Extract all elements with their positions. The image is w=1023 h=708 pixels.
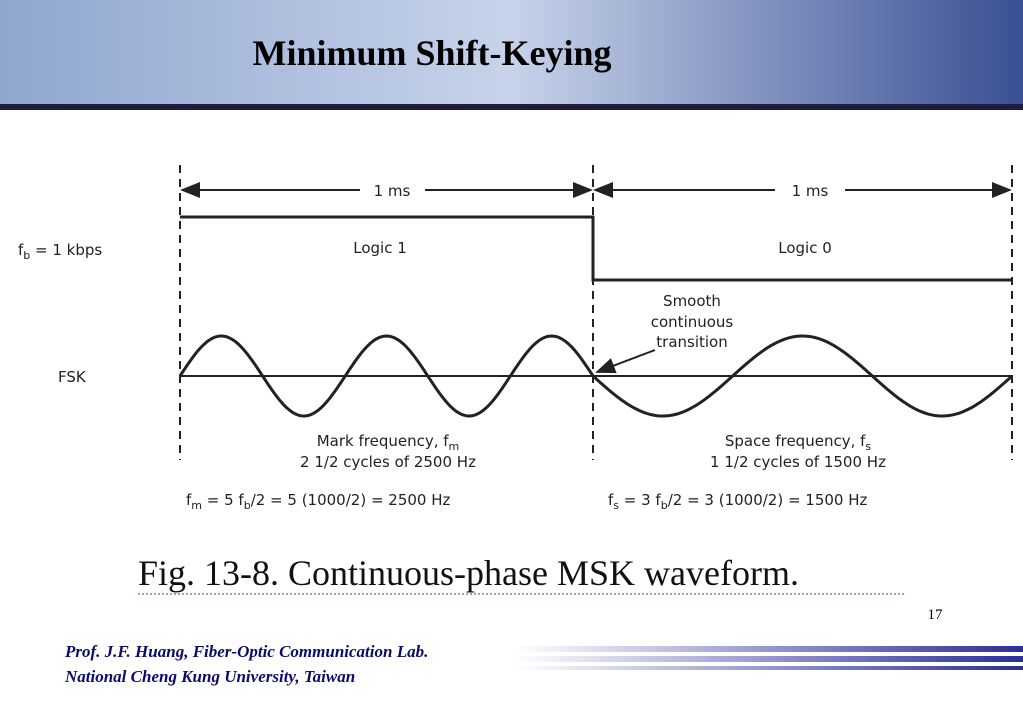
subscript: s: [613, 499, 619, 512]
mark-note: Mark frequency, fm: [317, 432, 460, 453]
space-note: 1 1/2 cycles of 1500 Hz: [710, 453, 886, 471]
logic-label: Logic 1: [353, 239, 407, 257]
text-segment: f: [608, 491, 614, 509]
logic-signal: [180, 215, 1012, 282]
signal-label: FSK: [58, 368, 87, 386]
page-number: 17: [928, 607, 944, 623]
footer-bar: [515, 666, 1023, 670]
transition-note: continuous: [651, 313, 734, 331]
footer-line: Prof. J.F. Huang, Fiber-Optic Communicat…: [64, 642, 428, 661]
header-rule: [0, 104, 1023, 110]
text-segment: f: [186, 491, 192, 509]
subscript: b: [244, 499, 251, 512]
duration-label: 1 ms: [792, 182, 829, 200]
text-segment: 1 1/2 cycles of 1500 Hz: [710, 453, 886, 471]
footer-line: National Cheng Kung University, Taiwan: [64, 667, 355, 686]
footer-bar: [515, 656, 1023, 662]
fsk-waveform: [178, 334, 1013, 418]
mark-formula: fm = 5 fb/2 = 5 (1000/2) = 2500 Hz: [186, 491, 451, 512]
text-segment: Space frequency, f: [725, 432, 866, 450]
space-note: Space frequency, fs: [725, 432, 872, 453]
subscript: b: [23, 249, 30, 262]
text-segment: = 3 f: [619, 491, 661, 509]
text-segment: f: [18, 241, 24, 259]
text-segment: 2 1/2 cycles of 2500 Hz: [300, 453, 476, 471]
subscript: s: [865, 440, 871, 453]
text-segment: /2 = 3 (1000/2) = 1500 Hz: [668, 491, 868, 509]
subscript: m: [191, 499, 202, 512]
subscript: m: [449, 440, 460, 453]
bit-rate-label: fb = 1 kbps: [18, 241, 102, 262]
transition-note: transition: [656, 333, 727, 351]
transition-note: Smooth: [663, 292, 721, 310]
logic-label: Logic 0: [778, 239, 832, 257]
figure-caption: Fig. 13-8. Continuous-phase MSK waveform…: [138, 553, 799, 593]
mark-note: 2 1/2 cycles of 2500 Hz: [300, 453, 476, 471]
msk-diagram: [178, 165, 1013, 460]
text-segment: = 1 kbps: [30, 241, 102, 259]
space-formula: fs = 3 fb/2 = 3 (1000/2) = 1500 Hz: [608, 491, 868, 512]
text-segment: Mark frequency, f: [317, 432, 450, 450]
subscript: b: [661, 499, 668, 512]
note-arrow: [595, 349, 656, 374]
footer-bar: [515, 646, 1023, 652]
slide-title: Minimum Shift-Keying: [252, 33, 611, 73]
header-band: [0, 0, 1023, 105]
text-segment: /2 = 5 (1000/2) = 2500 Hz: [251, 491, 451, 509]
text-segment: = 5 f: [202, 491, 244, 509]
duration-label: 1 ms: [374, 182, 411, 200]
diagram-labels: fb = 1 kbps 1 ms 1 ms Logic 1 Logic 0 Sm…: [18, 182, 886, 512]
